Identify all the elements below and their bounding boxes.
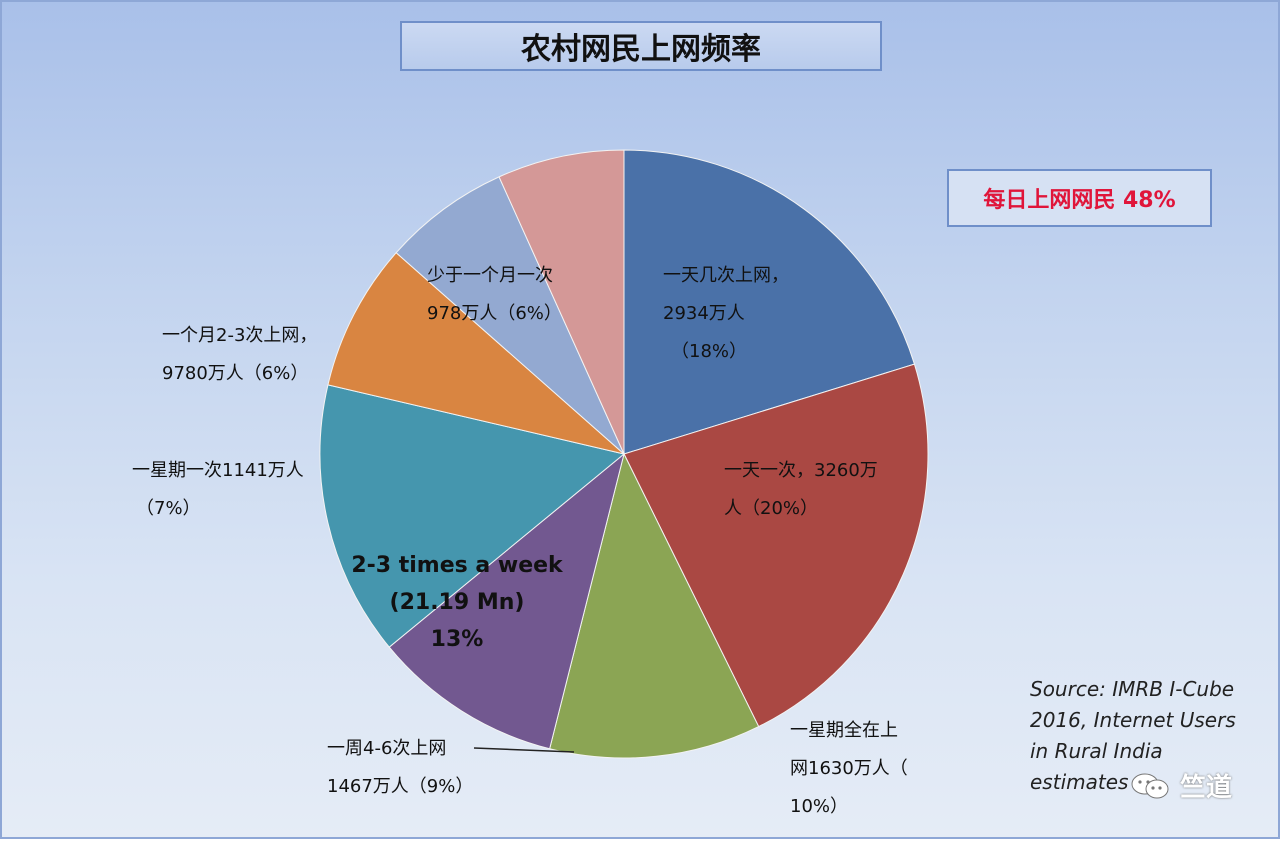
- pie-slice-once-a-week: [327, 252, 625, 455]
- source-line: estimates: [1030, 770, 1129, 794]
- source-line: 2016, Internet Users: [1030, 708, 1236, 732]
- chart-title: 农村网民上网频率: [400, 21, 882, 71]
- pie-slice-less-than-monthly: [498, 149, 625, 455]
- slice-label-count: 网1630万人（: [790, 758, 908, 779]
- watermark-text: 竺道: [1180, 773, 1233, 803]
- slice-label-pct: （7%）: [136, 498, 201, 519]
- slice-label-text: 一天一次，3260万: [724, 460, 878, 481]
- pie-slice-4-6-times-a-week: [388, 452, 625, 750]
- slice-label-all-week: 一星期全在上 网1630万人（ 10%）: [790, 712, 908, 826]
- slice-label-text: 一个月2-3次上网，: [162, 325, 318, 346]
- slice-label-text: 一天几次上网，: [663, 265, 789, 286]
- slice-label-text: 一星期一次1141万人: [132, 460, 304, 481]
- source-line: in Rural India: [1030, 739, 1163, 763]
- pie-slice-several-times-a-day: [623, 149, 916, 455]
- slice-label-count: 1467万人（9%）: [327, 776, 474, 797]
- chat-bubble-icon: [1130, 771, 1170, 801]
- leader-line-4-6-times-a-week: [473, 747, 575, 753]
- slice-label-once-a-day: 一天一次，3260万 人（20%）: [724, 452, 878, 528]
- slice-label-text: 2-3 times a week: [351, 553, 563, 578]
- slice-label-less-than-monthly: 少于一个月一次 978万人（6%）: [427, 257, 562, 333]
- slice-label-count: (21.19 Mn): [389, 590, 525, 615]
- slice-label-several-times-a-day: 一天几次上网， 2934万人 （18%）: [663, 257, 789, 371]
- slice-label-once-a-week: 一星期一次1141万人 （7%）: [132, 452, 304, 528]
- slice-label-count: 人（20%）: [724, 498, 819, 519]
- slice-label-pct: 10%）: [790, 796, 849, 817]
- slice-label-4-6-times-a-week: 一周4-6次上网 1467万人（9%）: [327, 730, 473, 806]
- pie-slice-2-3-times-a-month: [395, 176, 625, 455]
- source-note: Source: IMRB I-Cube 2016, Internet Users…: [1030, 674, 1270, 798]
- slice-label-count: 2934万人: [663, 303, 745, 324]
- slice-label-pct: 13%: [430, 627, 484, 652]
- slice-label-text: 少于一个月一次: [427, 265, 553, 286]
- pie-slice-2-3-times-a-week: [319, 384, 626, 648]
- source-line: Source: IMRB I-Cube: [1030, 677, 1235, 701]
- slice-label-text: 一周4-6次上网: [327, 738, 447, 759]
- slice-label-2-3-times-a-month: 一个月2-3次上网， 9780万人（6%）: [162, 317, 317, 393]
- watermark: 竺道: [1130, 767, 1232, 804]
- slice-label-pct: （18%）: [671, 341, 748, 362]
- daily-users-callout: 每日上网网民 48%: [947, 169, 1212, 227]
- slice-label-count: 9780万人（6%）: [162, 363, 309, 384]
- slice-label-2-3-times-a-week: 2-3 times a week (21.19 Mn) 13%: [337, 547, 577, 658]
- slice-label-text: 一星期全在上: [790, 720, 898, 741]
- pie-slice-once-a-day: [623, 363, 929, 728]
- slice-label-count: 978万人（6%）: [427, 303, 562, 324]
